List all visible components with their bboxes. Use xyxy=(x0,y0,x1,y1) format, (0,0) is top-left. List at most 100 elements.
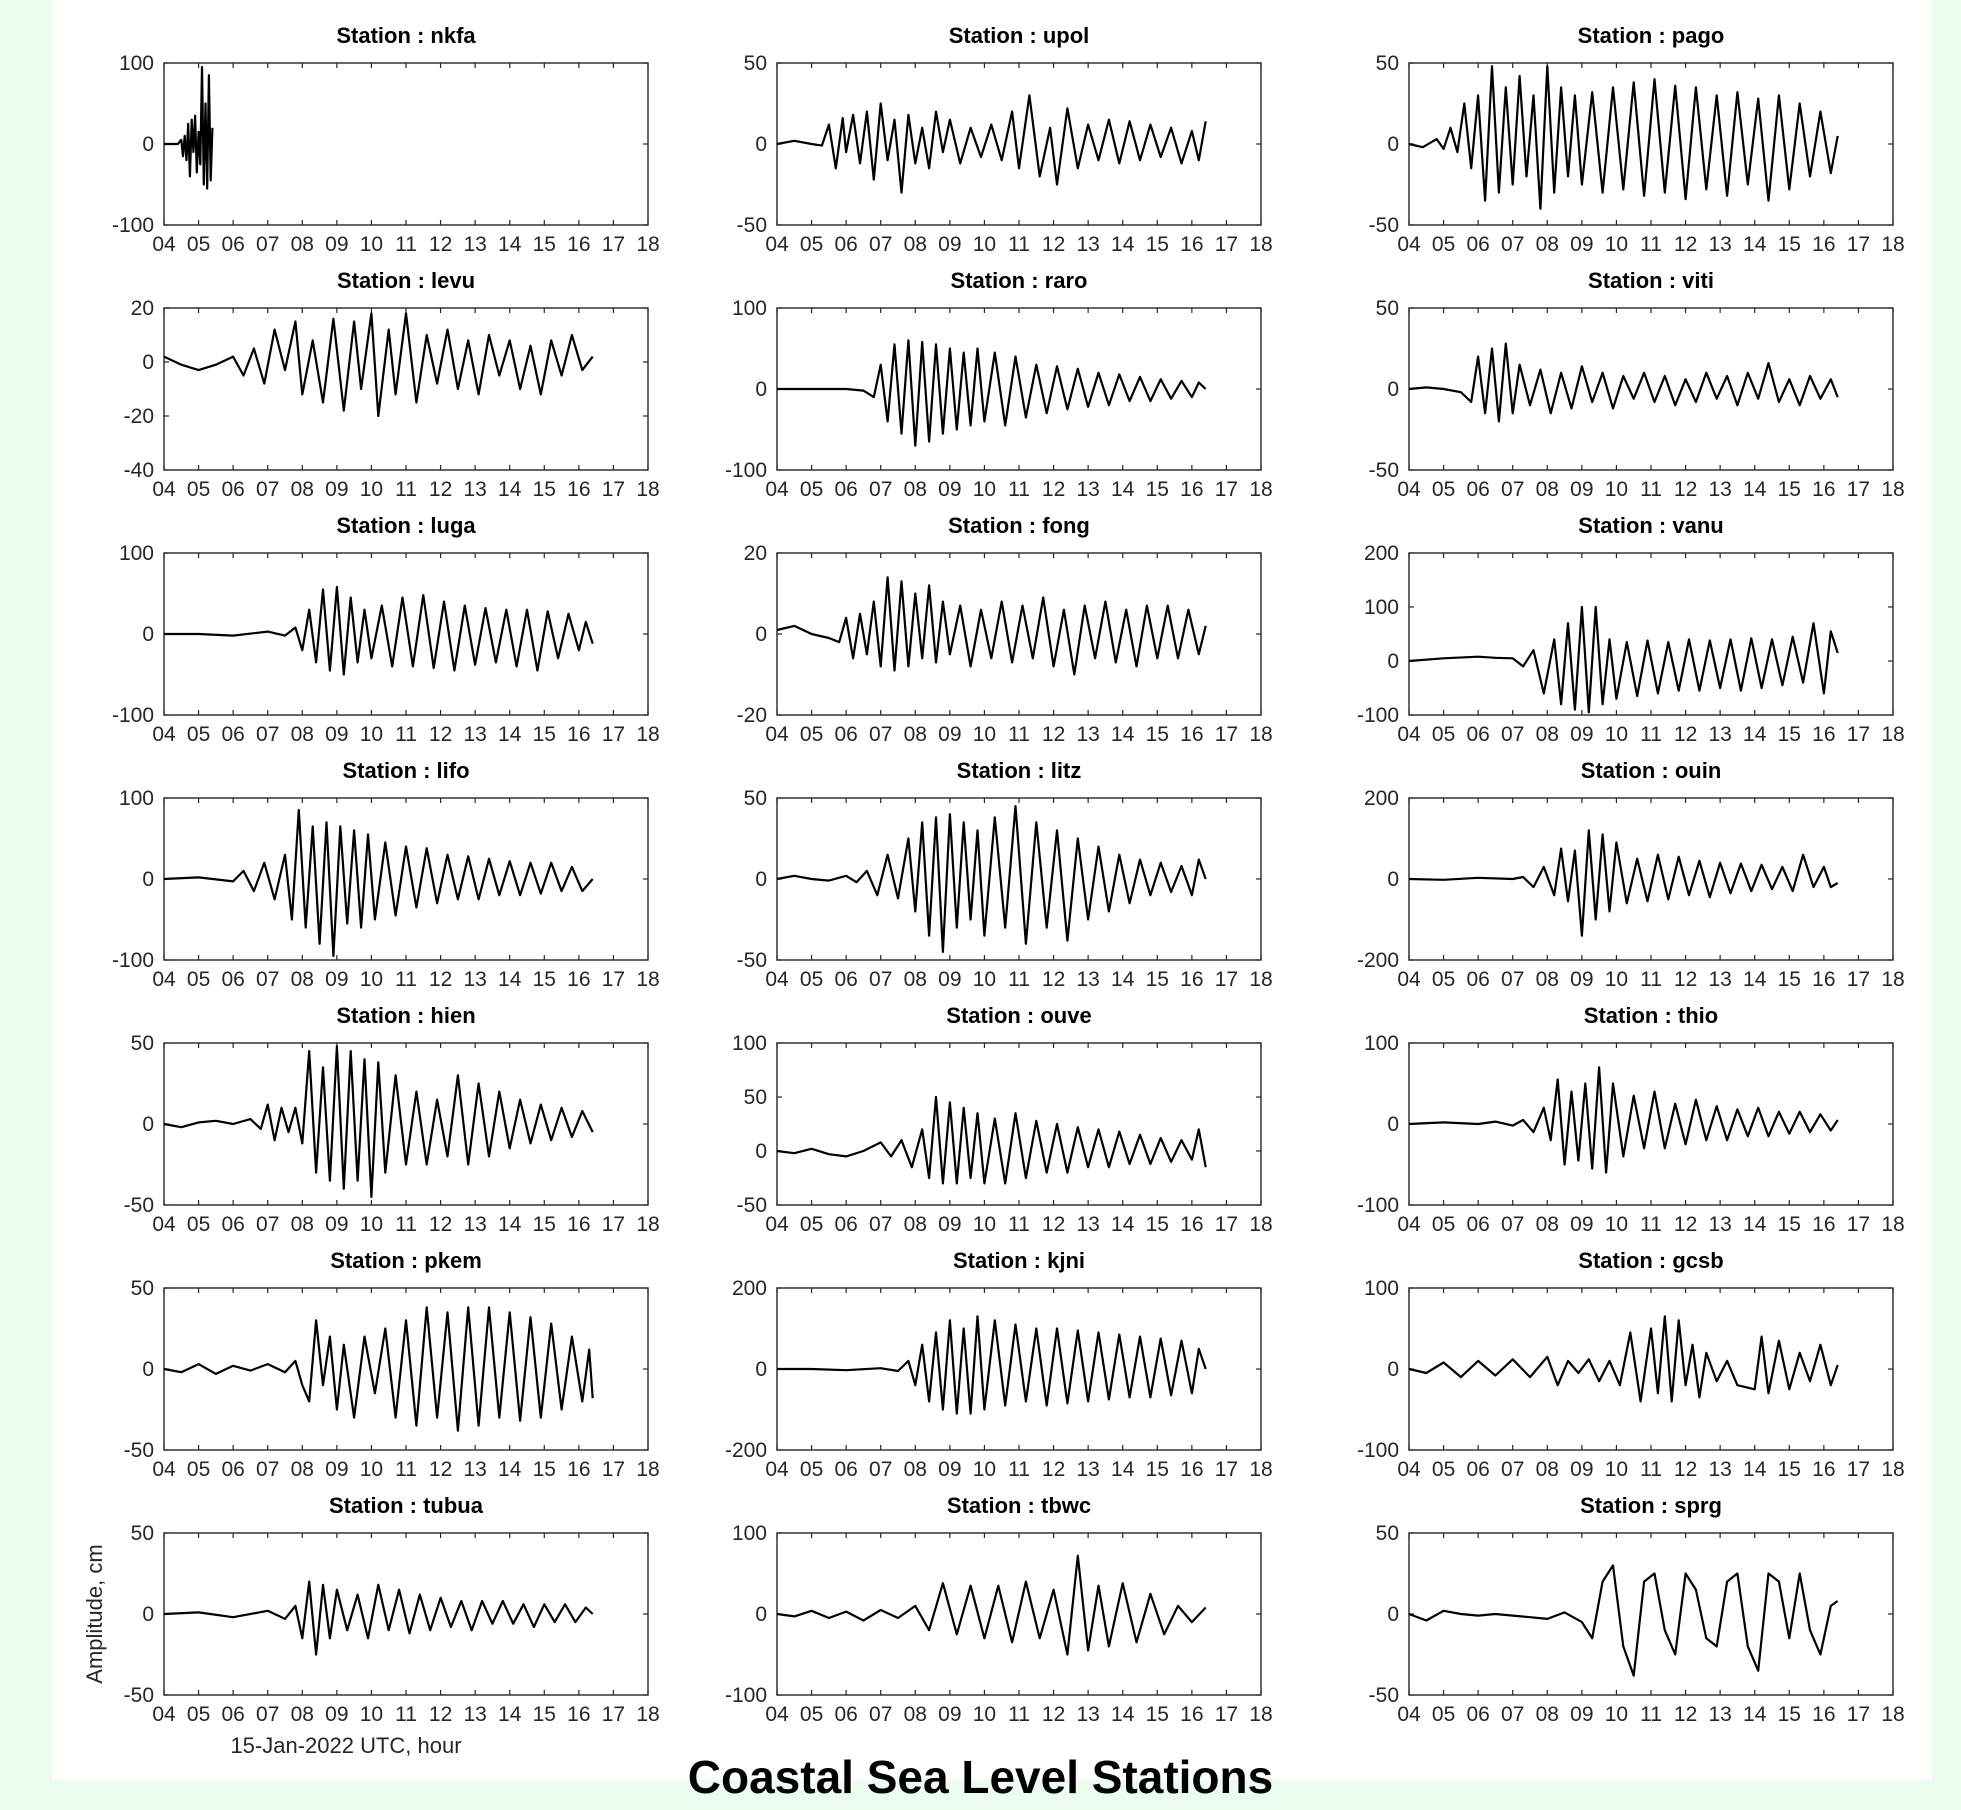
x-tick-label: 17 xyxy=(602,233,625,256)
x-tick-label: 06 xyxy=(221,968,244,991)
x-tick-label: 12 xyxy=(429,233,452,256)
x-tick-label: 16 xyxy=(1180,1458,1203,1481)
x-tick-label: 13 xyxy=(1076,1703,1099,1726)
x-tick-label: 15 xyxy=(1778,1213,1801,1236)
y-tick-label: 100 xyxy=(119,52,154,75)
series-line xyxy=(163,312,594,418)
y-tick-label: 100 xyxy=(119,787,154,810)
x-tick-label: 12 xyxy=(1042,968,1065,991)
x-tick-label: 17 xyxy=(602,968,625,991)
figure-title: Coastal Sea Level Stations xyxy=(687,1751,1274,1803)
x-tick-label: 12 xyxy=(1674,1703,1697,1726)
y-tick-label: 0 xyxy=(755,623,767,646)
y-axis-label: Amplitude, cm xyxy=(82,1544,107,1683)
x-tick-label: 08 xyxy=(904,233,927,256)
x-tick-label: 09 xyxy=(938,968,961,991)
x-tick-label: 16 xyxy=(1180,723,1203,746)
x-tick-label: 08 xyxy=(291,478,314,501)
x-tick-label: 07 xyxy=(256,723,279,746)
x-tick-label: 10 xyxy=(360,478,383,501)
x-tick-label: 10 xyxy=(1605,1213,1628,1236)
x-tick-label: 16 xyxy=(1812,1213,1835,1236)
x-tick-label: 15 xyxy=(1778,478,1801,501)
x-tick-label: 08 xyxy=(904,968,927,991)
x-tick-label: 16 xyxy=(1180,1703,1203,1726)
y-tick-label: 100 xyxy=(732,1522,767,1545)
series-line xyxy=(163,1580,594,1656)
x-tick-label: 08 xyxy=(1536,968,1559,991)
panel-frame xyxy=(1408,552,1894,716)
x-tick-label: 12 xyxy=(1674,968,1697,991)
y-tick-label: 50 xyxy=(744,1086,767,1109)
x-tick-label: 08 xyxy=(291,723,314,746)
panel-title: Station : pago xyxy=(1578,23,1725,48)
x-tick-label: 17 xyxy=(1847,1213,1870,1236)
x-tick-label: 07 xyxy=(1501,968,1524,991)
x-tick-label: 14 xyxy=(1743,723,1767,746)
x-tick-label: 17 xyxy=(1215,478,1238,501)
x-tick-label: 17 xyxy=(1215,233,1238,256)
x-tick-label: 10 xyxy=(973,233,996,256)
x-tick-label: 14 xyxy=(1743,968,1767,991)
x-tick-label: 13 xyxy=(1708,1703,1731,1726)
x-tick-label: 12 xyxy=(1674,723,1697,746)
x-tick-label: 05 xyxy=(800,233,823,256)
y-tick-label: -200 xyxy=(1357,949,1399,972)
y-tick-label: 0 xyxy=(142,1358,154,1381)
x-tick-label: 16 xyxy=(567,968,590,991)
x-tick-label: 18 xyxy=(1881,723,1904,746)
x-tick-label: 18 xyxy=(1249,1703,1272,1726)
x-tick-label: 07 xyxy=(256,1458,279,1481)
x-tick-label: 11 xyxy=(1008,478,1030,501)
x-tick-label: 14 xyxy=(498,723,522,746)
x-tick-label: 13 xyxy=(1708,723,1731,746)
x-tick-label: 16 xyxy=(1812,233,1835,256)
panel-title: Station : raro xyxy=(951,268,1088,293)
y-tick-label: 0 xyxy=(1387,868,1399,891)
x-tick-label: 16 xyxy=(567,478,590,501)
panel-title: Station : hien xyxy=(336,1003,475,1028)
x-tick-label: 14 xyxy=(498,1458,522,1481)
x-tick-label: 05 xyxy=(800,478,823,501)
x-tick-label: 12 xyxy=(1042,723,1065,746)
x-tick-label: 13 xyxy=(463,233,486,256)
x-tick-label: 08 xyxy=(1536,723,1559,746)
x-tick-label: 17 xyxy=(602,723,625,746)
panel-title: Station : nkfa xyxy=(336,23,476,48)
x-tick-label: 05 xyxy=(187,1458,210,1481)
y-tick-label: -50 xyxy=(737,949,767,972)
x-tick-label: 13 xyxy=(463,478,486,501)
x-tick-label: 04 xyxy=(152,1213,176,1236)
y-tick-label: -100 xyxy=(112,949,154,972)
x-tick-label: 05 xyxy=(800,1703,823,1726)
x-tick-label: 12 xyxy=(1042,1458,1065,1481)
x-tick-label: 12 xyxy=(1674,1458,1697,1481)
x-tick-label: 05 xyxy=(187,968,210,991)
y-tick-label: 50 xyxy=(1376,297,1399,320)
x-tick-label: 10 xyxy=(973,1458,996,1481)
x-tick-label: 18 xyxy=(1249,233,1272,256)
x-tick-label: 15 xyxy=(533,233,556,256)
x-tick-label: 17 xyxy=(1215,1703,1238,1726)
x-tick-label: 16 xyxy=(1180,233,1203,256)
x-tick-label: 07 xyxy=(1501,478,1524,501)
x-tick-label: 06 xyxy=(834,723,857,746)
x-tick-label: 18 xyxy=(1881,1213,1904,1236)
x-tick-label: 17 xyxy=(602,1213,625,1236)
x-tick-label: 04 xyxy=(1397,968,1421,991)
x-tick-label: 18 xyxy=(636,1213,659,1236)
y-tick-label: -50 xyxy=(1369,1684,1399,1707)
panel-title: Station : upol xyxy=(949,23,1090,48)
x-tick-label: 15 xyxy=(1778,233,1801,256)
x-tick-label: 05 xyxy=(800,723,823,746)
y-tick-label: -50 xyxy=(737,1194,767,1217)
x-tick-label: 11 xyxy=(1640,478,1662,501)
x-tick-label: 11 xyxy=(395,1213,417,1236)
x-tick-label: 18 xyxy=(1249,723,1272,746)
x-tick-label: 15 xyxy=(533,1703,556,1726)
x-tick-label: 14 xyxy=(1743,1458,1767,1481)
x-tick-label: 15 xyxy=(533,1213,556,1236)
y-tick-label: -100 xyxy=(1357,1194,1399,1217)
y-tick-label: 0 xyxy=(1387,378,1399,401)
series-line xyxy=(776,1554,1207,1656)
